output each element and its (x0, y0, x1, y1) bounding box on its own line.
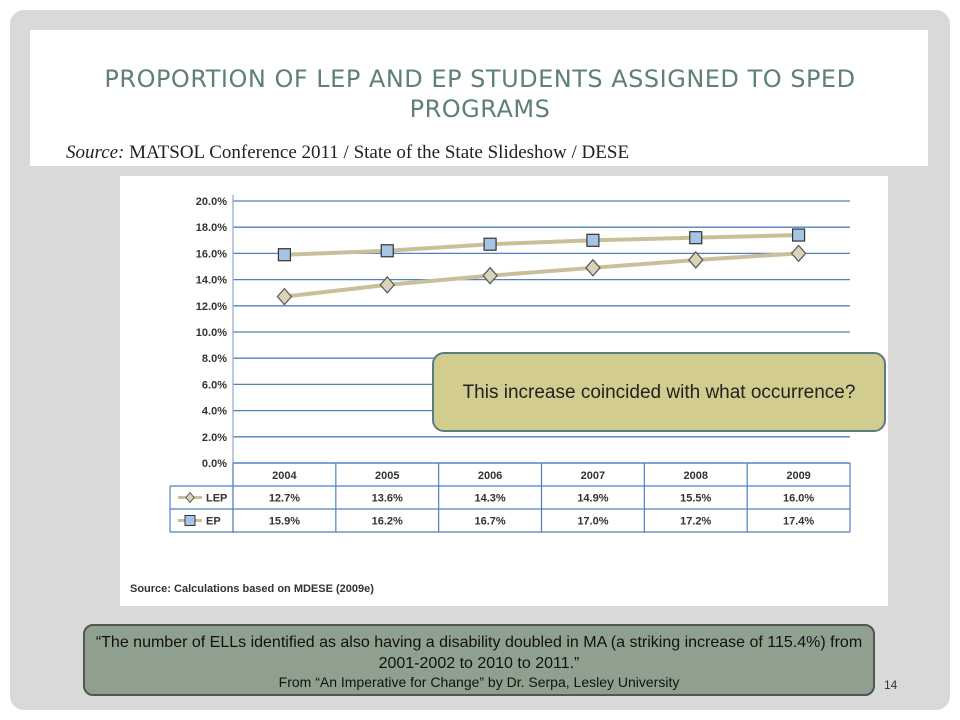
quote-box: “The number of ELLs identified as also h… (83, 624, 875, 696)
source-label: Source: (66, 142, 125, 163)
data-label-ep: 15.9% (269, 516, 300, 528)
callout-box: This increase coincided with what occurr… (432, 352, 886, 432)
point-ep (586, 233, 600, 247)
point-lep (687, 251, 704, 269)
page-number: 14 (884, 678, 898, 692)
data-label-ep: 17.4% (783, 516, 814, 528)
data-label-lep: 15.5% (680, 493, 711, 505)
source-line: Source: MATSOL Conference 2011 / State o… (66, 142, 629, 164)
y-tick-label: 0.0% (202, 458, 227, 470)
data-label-lep: 14.9% (577, 493, 608, 505)
y-tick-label: 10.0% (196, 327, 227, 339)
series-line-lep (282, 251, 801, 299)
point-lep (482, 266, 498, 285)
y-tick-label: 2.0% (202, 432, 227, 444)
x-category-label: 2008 (684, 470, 708, 482)
legend-label-ep: EP (206, 516, 221, 528)
callout-text: This increase coincided with what occurr… (462, 381, 856, 403)
point-lep (276, 287, 293, 306)
y-tick-label: 20.0% (196, 196, 227, 208)
x-category-label: 2009 (786, 470, 810, 482)
title-panel (30, 30, 928, 166)
legend-label-lep: LEP (206, 493, 227, 505)
data-label-ep: 17.0% (577, 516, 608, 528)
y-tick-label: 16.0% (196, 248, 227, 260)
data-label-ep: 16.2% (372, 516, 403, 528)
point-ep (483, 237, 497, 251)
data-label-ep: 17.2% (680, 516, 711, 528)
x-category-label: 2005 (375, 470, 399, 482)
point-lep (379, 275, 396, 294)
slide-title: PROPORTION OF LEP AND EP STUDENTS ASSIGN… (104, 65, 856, 123)
y-tick-label: 6.0% (202, 379, 227, 391)
point-lep (790, 244, 807, 263)
quote-citation: From “An Imperative for Change” by Dr. S… (278, 674, 680, 690)
legend-marker-lep (185, 491, 195, 504)
source-text: MATSOL Conference 2011 / State of the St… (129, 142, 630, 163)
data-label-lep: 13.6% (372, 493, 403, 505)
x-category-label: 2004 (272, 470, 297, 482)
legend-marker-ep (184, 515, 196, 526)
series-line-ep (282, 233, 801, 257)
chart-source-note: Source: Calculations based on MDESE (200… (130, 583, 374, 595)
x-category-label: 2007 (581, 470, 605, 482)
point-ep (380, 244, 394, 258)
y-tick-label: 14.0% (196, 275, 227, 287)
y-tick-label: 8.0% (202, 353, 227, 365)
data-label-lep: 16.0% (783, 493, 814, 505)
y-tick-label: 12.0% (196, 301, 227, 313)
x-category-label: 2006 (478, 470, 502, 482)
point-ep (689, 231, 703, 245)
point-ep (791, 228, 806, 242)
y-tick-label: 4.0% (202, 406, 227, 418)
data-label-lep: 14.3% (474, 493, 505, 505)
point-lep (585, 258, 601, 277)
data-label-ep: 16.7% (474, 516, 505, 528)
point-ep (277, 248, 292, 262)
quote-text: “The number of ELLs identified as also h… (95, 634, 863, 672)
data-label-lep: 12.7% (269, 493, 300, 505)
y-tick-label: 18.0% (196, 222, 227, 234)
